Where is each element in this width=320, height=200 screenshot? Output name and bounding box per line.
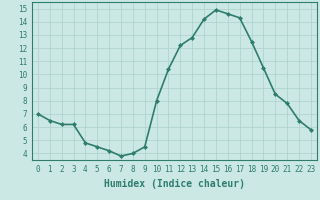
- X-axis label: Humidex (Indice chaleur): Humidex (Indice chaleur): [104, 179, 245, 189]
